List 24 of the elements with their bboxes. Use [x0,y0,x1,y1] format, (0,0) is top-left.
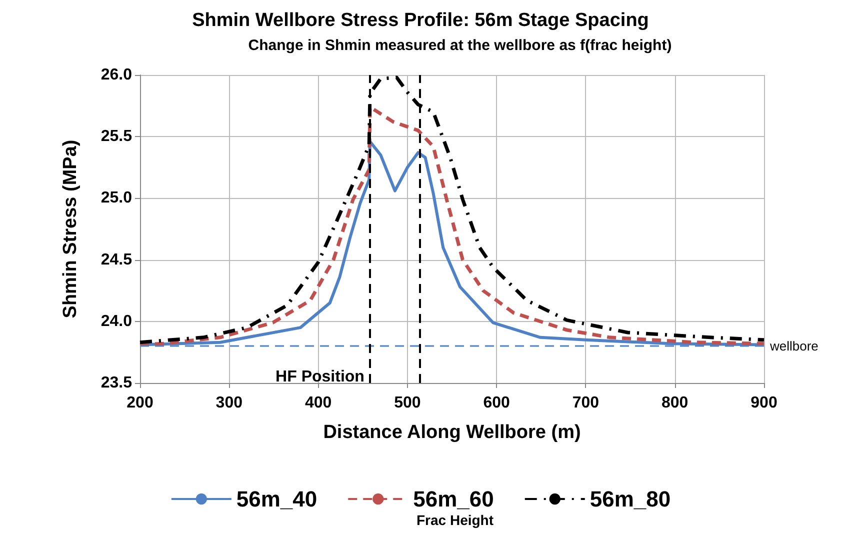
y-tick-label: 23.5 [100,374,132,392]
legend-label: 56m_60 [413,486,494,512]
y-tick-label: 25.5 [100,128,132,146]
x-tick-label: 600 [483,394,510,412]
y-tick-label: 26.0 [100,66,132,84]
chart-title: Shmin Wellbore Stress Profile: 56m Stage Spacing [192,10,649,31]
ref-line-label: HF Position [276,368,364,386]
y-tick-label: 24.0 [100,312,132,330]
x-tick-label: 300 [216,394,243,412]
ref-line-label: wellbore [769,338,818,354]
legend-title: Frac Height [416,512,494,528]
x-tick-label: 800 [662,394,688,412]
legend-label: 56m_40 [236,486,318,512]
y-tick-label: 24.5 [100,251,132,268]
y-tick-label: 25.0 [100,190,132,207]
x-tick-label: 700 [572,394,600,412]
x-tick-label: 500 [394,394,421,412]
x-tick-label: 400 [304,394,332,412]
x-tick-label: 200 [126,394,154,412]
legend-label: 56m_80 [590,486,671,512]
chart-subtitle: Change in Shmin measured at the wellbore as f(frac height) [248,37,672,54]
x-tick-label: 900 [750,394,778,412]
x-axis-title: Distance Along Wellbore (m) [323,422,581,443]
y-axis-title: Shmin Stress (MPa) [60,140,81,318]
